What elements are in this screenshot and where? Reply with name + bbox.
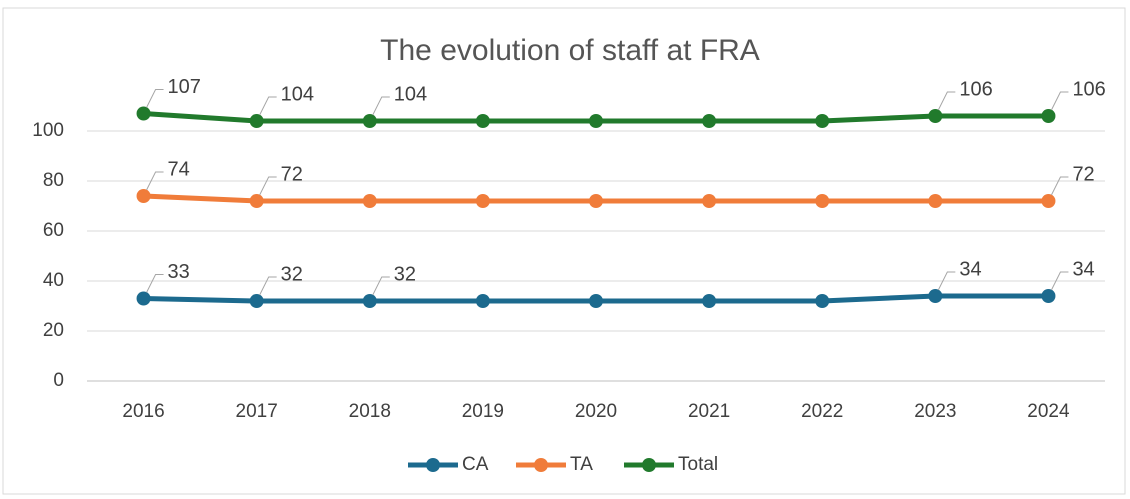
- data-label: 106: [959, 78, 992, 100]
- legend-marker: [426, 458, 440, 472]
- data-label: 32: [281, 263, 303, 285]
- label-leader: [937, 271, 956, 291]
- data-point: [362, 194, 377, 208]
- x-tick-label: 2017: [236, 401, 278, 422]
- data-point: [249, 294, 264, 308]
- data-label: 107: [168, 76, 201, 98]
- y-tick-label: 20: [43, 320, 64, 341]
- data-point: [362, 114, 377, 128]
- data-point: [815, 114, 830, 128]
- data-label: 32: [394, 263, 416, 285]
- label-leader: [146, 274, 164, 293]
- legend-marker: [534, 458, 548, 472]
- data-point: [475, 194, 490, 208]
- x-tick-label: 2016: [122, 401, 164, 422]
- data-point: [589, 194, 603, 208]
- data-point: [1041, 194, 1056, 208]
- data-point: [815, 194, 830, 208]
- label-leader: [1050, 91, 1069, 111]
- y-tick-label: 80: [43, 170, 64, 191]
- data-point: [136, 291, 151, 306]
- data-point: [928, 289, 943, 303]
- label-leader: [146, 89, 164, 108]
- data-label: 72: [1072, 163, 1094, 185]
- x-tick-label: 2022: [801, 401, 843, 422]
- data-point: [702, 294, 717, 308]
- legend-label: CA: [462, 454, 489, 475]
- x-tick-label: 2020: [575, 401, 617, 422]
- y-tick-label: 0: [53, 370, 64, 391]
- data-label: 74: [168, 158, 190, 180]
- data-point: [1041, 109, 1056, 123]
- y-tick-label: 40: [43, 270, 64, 291]
- legend-marker: [642, 458, 656, 472]
- data-point: [702, 114, 717, 128]
- data-point: [928, 109, 943, 123]
- data-point: [589, 294, 603, 308]
- chart-border: [2, 7, 1126, 495]
- label-leader: [937, 91, 956, 111]
- data-point: [249, 194, 264, 208]
- data-point: [1041, 289, 1056, 303]
- x-tick-label: 2021: [688, 401, 730, 422]
- data-point: [928, 194, 943, 208]
- data-label: 34: [1072, 258, 1094, 280]
- data-point: [136, 189, 151, 203]
- data-point: [249, 114, 264, 128]
- y-tick-label: 60: [43, 220, 64, 241]
- label-leader: [372, 96, 390, 116]
- y-tick-label: 100: [32, 120, 64, 141]
- x-tick-label: 2019: [462, 401, 504, 422]
- x-tick-label: 2018: [349, 401, 391, 422]
- legend-label: Total: [678, 454, 718, 475]
- data-label: 72: [281, 163, 303, 185]
- label-leader: [259, 176, 277, 196]
- data-point: [589, 114, 603, 128]
- data-point: [362, 294, 377, 308]
- data-point: [702, 194, 717, 208]
- x-tick-label: 2024: [1027, 401, 1070, 422]
- data-label: 104: [281, 83, 314, 105]
- legend-label: TA: [570, 454, 593, 475]
- label-leader: [146, 171, 164, 191]
- data-label: 106: [1072, 78, 1105, 100]
- data-point: [815, 294, 830, 308]
- data-label: 34: [959, 258, 981, 280]
- data-label: 33: [168, 261, 190, 283]
- data-point: [475, 114, 490, 128]
- data-point: [475, 294, 490, 308]
- label-leader: [259, 276, 277, 296]
- data-label: 104: [394, 83, 427, 105]
- label-leader: [1050, 176, 1069, 196]
- chart-title: The evolution of staff at FRA: [380, 34, 760, 67]
- x-tick-label: 2023: [914, 401, 956, 422]
- label-leader: [372, 276, 390, 296]
- label-leader: [259, 96, 277, 116]
- label-leader: [1050, 271, 1069, 291]
- data-point: [136, 106, 151, 121]
